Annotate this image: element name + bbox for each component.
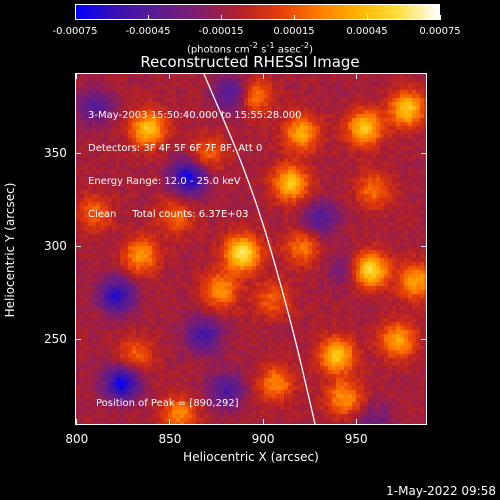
- x-tick: [355, 73, 357, 79]
- heatmap-canvas: [76, 74, 426, 424]
- y-axis-label: Heliocentric Y (arcsec): [3, 182, 17, 318]
- x-tick: [76, 73, 78, 79]
- solar-limb-path: [203, 74, 316, 424]
- y-tick: [75, 245, 81, 247]
- colorbar-units-label: (photons cm-2 s-1 asec-2): [186, 40, 314, 56]
- x-tick-label: 900: [251, 432, 275, 446]
- obs-detectors: Detectors: 3F 4F 5F 6F 7F 8F, Att 0: [88, 143, 263, 154]
- x-tick-label: 950: [344, 432, 368, 446]
- colorbar-tick: [439, 15, 441, 20]
- colorbar-tick-label: -0.00075: [52, 26, 98, 37]
- x-tick: [355, 419, 357, 425]
- heatmap-plot: 3-May-2003 15:50:40.000 to 15:55:28.000 …: [75, 73, 427, 425]
- colorbar-tick: [220, 15, 222, 20]
- y-tick-label: 300: [44, 239, 67, 254]
- x-tick-label: 800: [65, 432, 89, 446]
- plot-title: Reconstructed RHESSI Image: [140, 53, 360, 71]
- colorbar-tick-label: -0.00015: [198, 26, 244, 37]
- render-timestamp: 1-May-2022 09:58: [386, 484, 496, 498]
- colorbar-tick: [366, 15, 368, 20]
- x-axis-label: Heliocentric X (arcsec): [183, 450, 319, 464]
- colorbar-tick-label: 0.00015: [273, 26, 315, 37]
- obs-total-counts: Clean Total counts: 6.37E+03: [88, 209, 249, 220]
- solar-limb-curve: [203, 74, 316, 424]
- x-tick: [169, 419, 171, 425]
- y-tick-label: 350: [44, 146, 67, 161]
- observation-info: 3-May-2003 15:50:40.000 to 15:55:28.000 …: [88, 88, 301, 242]
- x-tick: [262, 419, 264, 425]
- y-tick: [421, 338, 427, 340]
- y-tick: [75, 338, 81, 340]
- obs-time-range: 3-May-2003 15:50:40.000 to 15:55:28.000: [88, 110, 302, 121]
- y-tick: [75, 152, 81, 154]
- colorbar: [75, 4, 440, 20]
- x-tick: [76, 419, 78, 425]
- colorbar-tick-label: -0.00045: [125, 26, 171, 37]
- colorbar-tick-label: 0.00045: [346, 26, 388, 37]
- colorbar-tick: [147, 15, 149, 20]
- x-tick: [262, 73, 264, 79]
- x-tick-label: 850: [158, 432, 182, 446]
- y-tick: [421, 245, 427, 247]
- y-tick-label: 250: [44, 332, 67, 347]
- colorbar-tick-label: 0.00075: [419, 26, 461, 37]
- colorbar-tick: [74, 15, 76, 20]
- obs-energy-range: Energy Range: 12.0 - 25.0 keV: [88, 176, 241, 187]
- peak-position-label: Position of Peak = [890,292]: [96, 398, 239, 409]
- x-tick: [169, 73, 171, 79]
- y-tick: [421, 152, 427, 154]
- colorbar-tick: [293, 15, 295, 20]
